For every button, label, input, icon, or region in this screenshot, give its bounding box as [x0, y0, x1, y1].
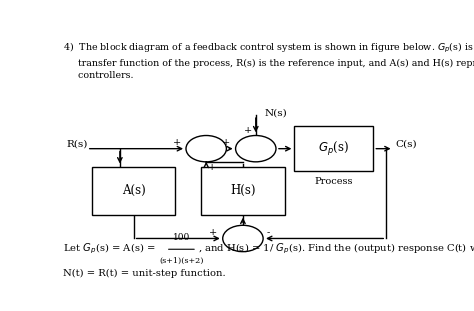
Text: $G_p$(s): $G_p$(s)	[319, 140, 349, 158]
Text: R(s): R(s)	[66, 139, 88, 148]
Text: +: +	[208, 163, 216, 172]
Text: +: +	[222, 138, 230, 147]
Text: +: +	[173, 138, 181, 147]
Bar	[92, 167, 175, 215]
Bar	[294, 126, 374, 171]
Text: +: +	[244, 126, 253, 135]
Text: A(s): A(s)	[122, 184, 146, 197]
Text: +: +	[210, 228, 218, 237]
Text: , and H(s) = 1/ $G_p$(s). Find the (output) response C(t) when: , and H(s) = 1/ $G_p$(s). Find the (outp…	[198, 242, 474, 257]
Text: N(s): N(s)	[265, 108, 288, 117]
Circle shape	[223, 225, 263, 252]
Text: 100: 100	[173, 233, 190, 242]
Text: C(s): C(s)	[395, 139, 417, 148]
Text: H(s): H(s)	[230, 184, 255, 197]
Text: Process: Process	[315, 177, 353, 185]
Circle shape	[186, 136, 227, 162]
Text: 4)  The block diagram of a feedback control system is shown in figure below. $G_: 4) The block diagram of a feedback contr…	[63, 41, 474, 80]
Text: N(t) = R(t) = unit-step function.: N(t) = R(t) = unit-step function.	[63, 269, 226, 278]
Circle shape	[236, 136, 276, 162]
Text: (s+1)(s+2): (s+1)(s+2)	[159, 257, 204, 265]
Text: -: -	[267, 228, 270, 237]
Text: Let $G_p$(s) = A(s) =: Let $G_p$(s) = A(s) =	[63, 242, 156, 257]
Bar	[201, 167, 285, 215]
